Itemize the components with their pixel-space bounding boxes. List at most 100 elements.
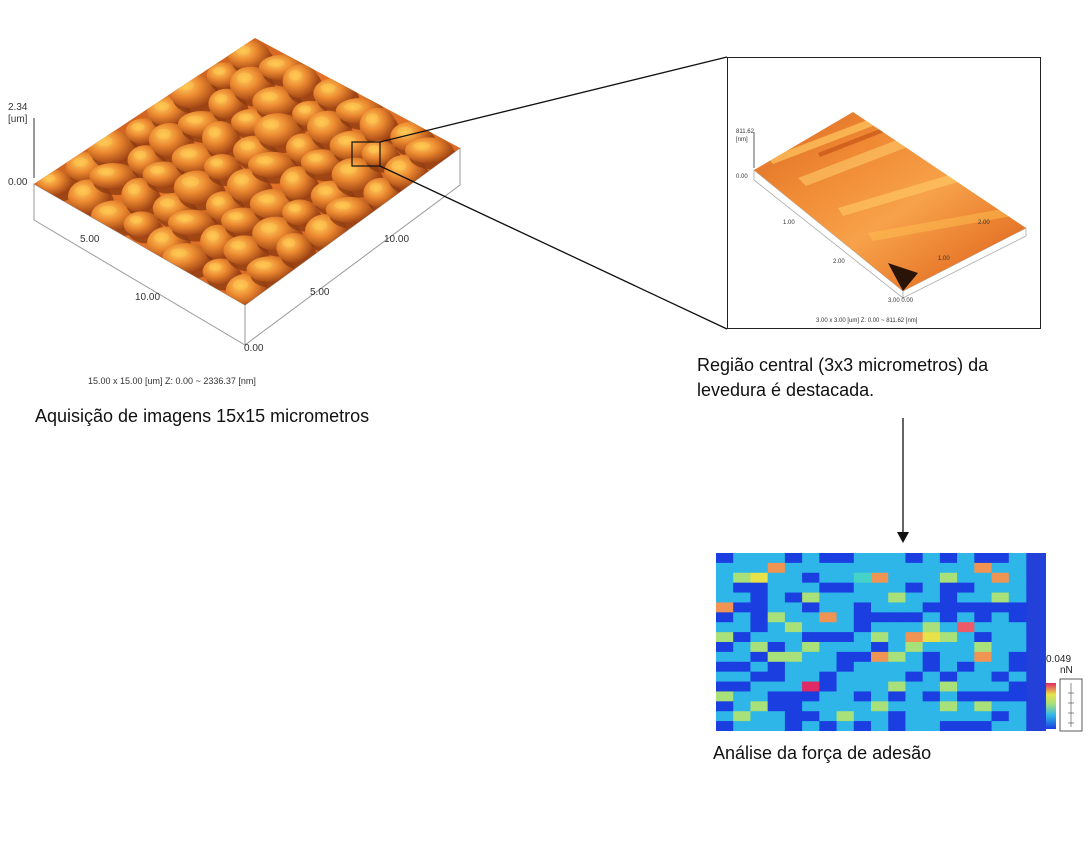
force-map-cell [922,671,941,682]
force-map-cell [750,572,768,583]
force-map-cell [836,721,855,731]
force-map-cell [922,553,941,564]
force-map-cell [767,622,786,633]
force-map-cell [991,642,1010,653]
force-map-cell [733,622,751,633]
force-map-cell [767,681,786,692]
force-map-cell [905,562,923,574]
force-map-cell [750,711,768,722]
force-map-cell [922,602,941,613]
force-map-cell [957,572,975,583]
force-map-cell [853,681,872,692]
force-map-cell [853,651,872,663]
force-map-cell [836,701,855,712]
zoom-z-unit-label: [nm] [736,137,748,143]
force-map-cell [939,642,958,653]
force-map-cell [871,553,889,564]
force-map-cell [750,553,768,564]
force-map-cell [853,701,872,712]
force-map-cell [922,622,941,633]
force-map-cell [819,622,837,633]
force-map-cell [784,721,803,731]
force-map-cell [767,711,786,722]
force-map-cell [836,562,855,574]
force-map-cell [784,651,803,663]
force-map-cell [853,691,872,702]
force-map-cell [836,622,855,633]
force-map-cell [905,691,923,702]
force-map-cell [991,562,1010,574]
force-map-cell [991,622,1010,633]
force-map-cell [991,661,1010,672]
force-map-cell [733,661,751,672]
force-map-cell [750,651,768,663]
force-map-cell [939,651,958,663]
force-map-cell [802,622,820,633]
force-map-cell [836,681,855,692]
force-map-cell [819,612,837,623]
force-map-cell [888,553,906,564]
force-map-cell [750,592,768,603]
colorbar [1046,678,1083,732]
force-map-cell [1008,622,1027,633]
force-map-cell [974,651,992,663]
force-map-cell [784,612,803,623]
force-map-cell [991,711,1010,722]
force-map-cell [1008,612,1027,623]
force-map-cell [888,711,906,722]
force-map-cell [750,602,768,613]
force-map-cell [905,651,923,663]
force-map-cell [1008,632,1027,643]
force-map-cell [888,632,906,643]
force-map-cell [750,691,768,702]
force-map-cell [957,642,975,653]
zoom-image-footer: 3.00 x 3.00 [um] Z: 0.00 ~ 811.62 [nm] [816,318,918,324]
force-map-cell [767,553,786,564]
force-map-cell [888,572,906,583]
zoom-right-tick: 2.00 [978,220,990,226]
force-map-cell [750,671,768,682]
force-map-cell [905,582,923,593]
force-map-cell [974,602,992,613]
force-map-cell [957,562,975,574]
force-map-cell [888,681,906,692]
force-map-cell [836,602,855,613]
force-map-cell [733,701,751,712]
force-map-cell [733,553,751,564]
zoom-right-tick: 1.00 [938,256,950,262]
force-map-cell [836,711,855,722]
force-map-cell [905,572,923,583]
force-map-cell [784,671,803,682]
force-map-cell [716,671,734,682]
z-zero-label: 0.00 [8,177,28,188]
force-map-cell [939,562,958,574]
selection-box [351,141,381,167]
force-map-cell [888,612,906,623]
force-map-cell [716,711,734,722]
force-map-cell [836,642,855,653]
corner-tick: 0.00 [244,343,264,354]
force-map-cell [1008,711,1027,722]
force-map-cell [888,642,906,653]
force-map-cell [819,711,837,722]
force-map-cell [939,553,958,564]
force-map-cell [716,701,734,712]
force-map-cell [922,681,941,692]
force-map-cell [836,661,855,672]
force-map-cell [939,681,958,692]
force-map-cell [991,582,1010,593]
force-map-cell [716,592,734,603]
left-axis-tick: 5.00 [80,234,100,245]
force-map-cell [853,592,872,603]
force-map-cell [871,691,889,702]
force-map-cell [716,602,734,613]
force-map-cell [716,632,734,643]
force-map-cell [716,553,734,564]
force-map-cell [922,661,941,672]
force-map-cell [957,622,975,633]
force-map-cell [802,661,820,672]
force-map-cell [871,562,889,574]
force-map-cell [836,691,855,702]
force-map-cell [802,602,820,613]
force-map-cell [784,701,803,712]
